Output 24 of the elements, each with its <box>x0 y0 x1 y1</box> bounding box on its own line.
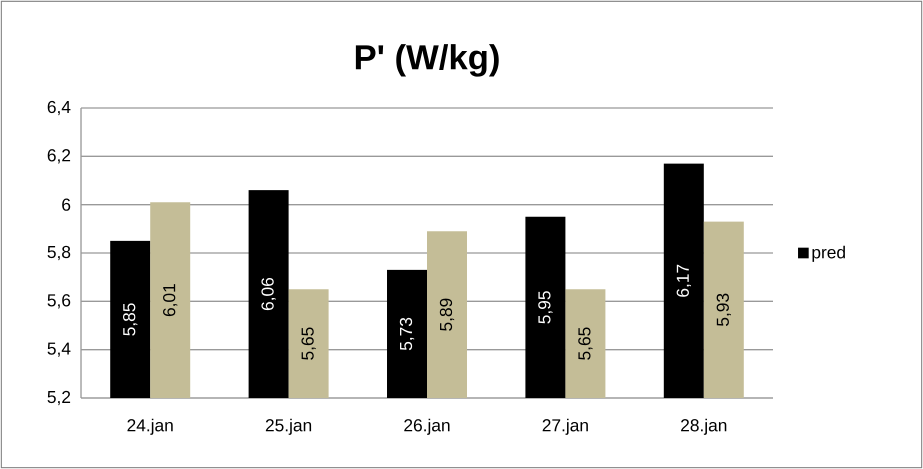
data-label: 5,95 <box>538 291 553 324</box>
data-label: 5,89 <box>440 298 454 331</box>
data-label: 5,65 <box>578 327 593 360</box>
y-tick-label: 6,2 <box>48 149 70 164</box>
data-label: 6,06 <box>261 278 276 310</box>
x-tick-label: 28.jan <box>681 418 726 435</box>
x-tick-label: 25.jan <box>266 418 312 435</box>
data-label: 5,73 <box>400 318 414 350</box>
y-tick-label: 5,2 <box>48 390 70 406</box>
y-tick-label: 6 <box>62 198 70 211</box>
data-label: 5,85 <box>123 303 138 336</box>
data-label: 5,93 <box>716 294 731 326</box>
data-label: 5,65 <box>301 327 316 360</box>
y-tick-label: 5,6 <box>48 294 70 308</box>
x-tick-label: 26.jan <box>404 418 450 435</box>
y-tick-label: 6,4 <box>48 100 70 116</box>
x-tick-label: 27.jan <box>542 418 588 435</box>
data-label: 6,17 <box>676 264 691 297</box>
legend-label: pred <box>812 246 845 262</box>
x-tick-label: 24.jan <box>127 418 173 435</box>
chart-title: P' (W/kg) <box>356 44 499 77</box>
data-label: 6,01 <box>163 284 178 316</box>
y-tick-label: 5,4 <box>48 342 70 357</box>
y-tick-label: 5,8 <box>48 246 70 260</box>
